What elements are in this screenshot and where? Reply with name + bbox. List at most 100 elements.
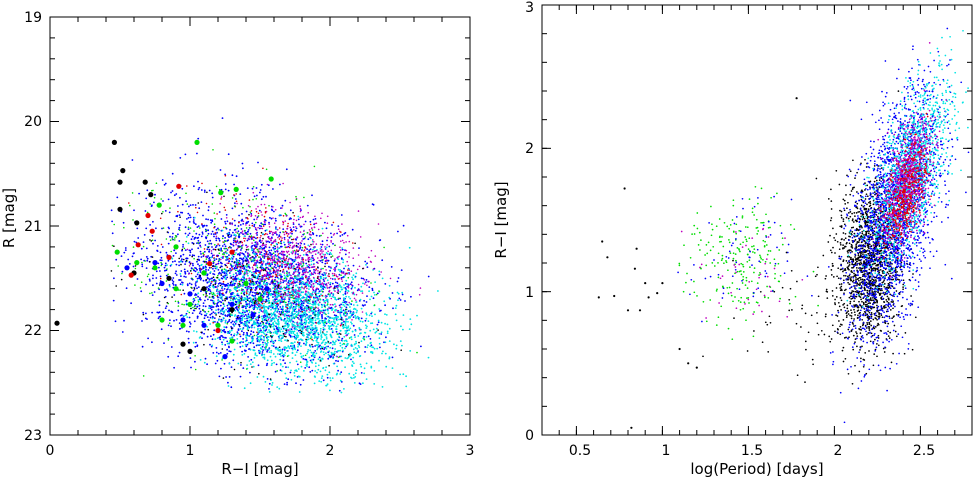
cmd-point-black-4 — [117, 206, 123, 212]
cmd-ytick-22: 22 — [24, 323, 42, 339]
cmd-point-black-1 — [111, 139, 117, 145]
cmd-point-black-6 — [148, 192, 154, 198]
pc-point-black-6 — [633, 267, 637, 270]
pc-point-black-7 — [638, 309, 642, 312]
cmd-point-blue-1 — [159, 280, 165, 287]
cmd-ytick-20: 20 — [24, 114, 42, 130]
cmd-point-blue-5 — [222, 354, 228, 360]
cmd-xtick-1: 1 — [186, 443, 195, 459]
cmd-point-green-2 — [233, 186, 239, 192]
pc-plot-frame — [541, 4, 973, 436]
cmd-point-black-8 — [180, 341, 186, 347]
period-color-panel: 0.5 1 1.5 2 2.5 0 1 2 3 log(Period) [day… — [492, 0, 973, 478]
pc-xtick-1: 1 — [662, 443, 671, 459]
pc-point-black-8 — [635, 247, 638, 250]
cmd-point-green-10 — [201, 270, 207, 276]
pc-xtick-0.5: 0.5 — [569, 443, 591, 459]
cmd-point-green-3 — [268, 176, 274, 182]
cmd-point-green-9 — [159, 317, 165, 323]
cmd-point-blue-3 — [201, 322, 207, 328]
cmd-point-green-7 — [173, 286, 179, 292]
pc-xtick-1.5: 1.5 — [741, 443, 763, 459]
cmd-point-black-12 — [229, 307, 235, 313]
pc-ytick-2: 2 — [525, 141, 534, 157]
cmd-xtick-3: 3 — [466, 443, 475, 459]
cmd-point-green-5 — [114, 249, 120, 255]
cmd-ytick-21: 21 — [24, 219, 42, 235]
pc-point-black-15 — [687, 362, 690, 365]
cmd-marks — [54, 139, 274, 360]
pc-marks — [597, 97, 798, 429]
cmd-point-green-17 — [180, 322, 186, 328]
pc-ytick-0: 0 — [525, 428, 534, 444]
cmd-dense-field-points — [110, 117, 439, 394]
pc-point-black-1 — [601, 240, 604, 243]
pc-point-black-13 — [630, 426, 633, 429]
cmd-point-blue-8 — [264, 286, 270, 292]
pc-point-black-4 — [623, 187, 626, 190]
cmd-point-red-6 — [166, 254, 172, 260]
cmd-point-black-7 — [134, 220, 140, 226]
cmd-point-red-3 — [128, 272, 134, 278]
pc-point-black-16 — [695, 366, 698, 369]
cmd-point-green-11 — [215, 322, 221, 328]
cmd-point-blue-4 — [180, 317, 186, 323]
cmd-xtick-2: 2 — [326, 443, 335, 459]
cmd-point-blue-2 — [187, 291, 193, 297]
pc-point-black-10 — [647, 296, 650, 299]
cmd-point-red-5 — [207, 261, 213, 267]
pc-point-black-3 — [613, 294, 616, 298]
cmd-point-green-6 — [134, 260, 140, 266]
pc-point-black-9 — [644, 282, 647, 285]
pc-x-axis-label: log(Period) [days] — [690, 460, 823, 478]
cmd-point-green-0 — [194, 139, 200, 145]
cmd-ytick-19: 19 — [24, 10, 42, 26]
cmd-point-red-1 — [149, 228, 155, 234]
pc-ytick-3: 3 — [525, 0, 534, 16]
pc-point-black-2 — [606, 256, 609, 259]
cmd-point-black-3 — [120, 168, 126, 174]
cmd-point-green-15 — [257, 296, 263, 302]
cmd-point-red-4 — [135, 242, 141, 248]
cmd-point-black-0 — [54, 320, 60, 326]
pc-point-black-0 — [597, 296, 600, 299]
cmd-point-blue-7 — [250, 312, 256, 318]
pc-point-black-14 — [678, 347, 681, 351]
cmd-ticks — [49, 16, 471, 436]
cmd-point-black-10 — [166, 275, 172, 281]
cmd-point-black-13 — [201, 286, 207, 292]
cmd-point-black-2 — [117, 179, 123, 185]
pc-y-axis-label: R−I [mag] — [492, 181, 510, 258]
pc-dense-field-points — [677, 27, 970, 424]
cmd-point-red-7 — [215, 327, 221, 334]
pc-point-black-17 — [795, 97, 798, 100]
pc-point-black-5 — [626, 309, 630, 312]
cmd-ytick-23: 23 — [24, 428, 42, 444]
cmd-y-axis-label: R [mag] — [0, 188, 18, 248]
cmd-point-red-2 — [176, 183, 182, 189]
cmd-point-green-13 — [152, 265, 158, 271]
cmd-point-green-16 — [229, 338, 235, 344]
cmd-point-green-1 — [218, 190, 224, 196]
cmd-x-axis-label: R−I [mag] — [221, 460, 298, 478]
cmd-point-blue-9 — [152, 260, 158, 266]
cmd-point-red-0 — [145, 212, 151, 219]
pc-ticks — [541, 4, 973, 436]
cmd-panel: 0 1 2 3 19 20 21 22 23 R−I [mag] R [mag] — [0, 10, 474, 478]
cmd-point-green-8 — [187, 301, 193, 307]
cmd-point-blue-0 — [124, 265, 130, 271]
cmd-point-red-8 — [229, 249, 235, 255]
pc-point-black-12 — [661, 282, 664, 285]
cmd-xtick-0: 0 — [46, 443, 55, 459]
pc-point-black-11 — [656, 292, 659, 295]
cmd-point-black-5 — [142, 179, 148, 185]
cmd-point-green-14 — [173, 244, 179, 250]
cmd-point-blue-6 — [229, 301, 235, 307]
pc-xtick-2.5: 2.5 — [913, 443, 935, 459]
cmd-point-green-12 — [243, 280, 249, 287]
cmd-point-green-4 — [156, 202, 162, 208]
pc-xtick-2: 2 — [834, 443, 843, 459]
pc-ytick-1: 1 — [525, 285, 534, 301]
cmd-point-black-9 — [187, 348, 193, 354]
